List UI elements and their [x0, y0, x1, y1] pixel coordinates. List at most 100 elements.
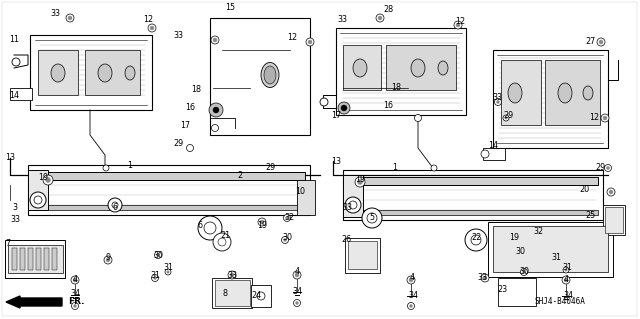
Text: 4: 4	[72, 275, 77, 284]
Circle shape	[104, 256, 112, 264]
Text: 33: 33	[50, 10, 60, 19]
Circle shape	[563, 267, 569, 273]
Circle shape	[112, 202, 118, 208]
Ellipse shape	[261, 63, 279, 87]
Circle shape	[228, 271, 236, 279]
Ellipse shape	[264, 66, 276, 84]
Polygon shape	[210, 18, 310, 135]
Circle shape	[282, 236, 289, 243]
Text: 30: 30	[153, 250, 163, 259]
Text: FR.: FR.	[68, 298, 84, 307]
Circle shape	[607, 167, 609, 169]
Text: 33: 33	[227, 271, 237, 279]
Circle shape	[308, 40, 312, 44]
Bar	[348, 241, 377, 269]
Polygon shape	[493, 50, 608, 148]
Text: 28: 28	[383, 5, 393, 14]
Text: 13: 13	[5, 153, 15, 162]
Text: 29: 29	[503, 110, 513, 120]
Bar	[215, 280, 250, 306]
Bar	[501, 60, 541, 125]
Text: 11: 11	[9, 35, 19, 44]
Circle shape	[454, 21, 462, 29]
Polygon shape	[28, 165, 310, 215]
Text: 6: 6	[198, 220, 202, 229]
Text: 31: 31	[163, 263, 173, 272]
Circle shape	[209, 103, 223, 117]
Circle shape	[258, 218, 266, 226]
Circle shape	[296, 301, 298, 305]
Circle shape	[45, 177, 51, 182]
Circle shape	[495, 99, 502, 106]
Bar	[52, 248, 57, 270]
Bar	[343, 175, 363, 217]
Text: 19: 19	[509, 234, 519, 242]
Bar	[345, 238, 380, 273]
Bar	[44, 248, 49, 270]
Circle shape	[553, 257, 559, 263]
Circle shape	[211, 36, 219, 44]
Bar	[12, 248, 17, 270]
Text: 24: 24	[251, 292, 261, 300]
Text: 22: 22	[471, 234, 481, 242]
Text: 25: 25	[585, 211, 595, 219]
Circle shape	[564, 278, 568, 282]
Text: 33: 33	[342, 204, 352, 212]
FancyArrow shape	[6, 296, 62, 308]
Circle shape	[213, 233, 231, 251]
Circle shape	[555, 259, 557, 261]
Text: 33: 33	[337, 16, 347, 25]
Text: 34: 34	[563, 292, 573, 300]
Bar	[605, 207, 623, 233]
Circle shape	[345, 197, 361, 213]
Bar	[386, 45, 456, 90]
Text: 15: 15	[225, 4, 235, 12]
Text: 18: 18	[391, 84, 401, 93]
Circle shape	[213, 107, 219, 113]
Text: 16: 16	[185, 103, 195, 113]
Text: 3: 3	[13, 204, 17, 212]
Circle shape	[68, 16, 72, 20]
Polygon shape	[343, 170, 603, 220]
Circle shape	[204, 222, 216, 234]
Text: 10: 10	[295, 188, 305, 197]
Circle shape	[74, 305, 77, 308]
Circle shape	[320, 98, 328, 106]
Ellipse shape	[51, 64, 65, 82]
Circle shape	[603, 116, 607, 120]
Bar	[5, 240, 65, 278]
Text: 33: 33	[173, 31, 183, 40]
Text: 19: 19	[38, 174, 48, 182]
Circle shape	[106, 258, 110, 262]
Circle shape	[564, 269, 567, 271]
Bar	[36, 248, 41, 270]
Circle shape	[431, 165, 437, 171]
Text: 5: 5	[369, 213, 374, 222]
Circle shape	[198, 216, 222, 240]
Ellipse shape	[558, 83, 572, 103]
Circle shape	[349, 201, 357, 209]
Bar	[251, 285, 271, 307]
Circle shape	[154, 251, 161, 258]
Circle shape	[536, 234, 540, 236]
Circle shape	[338, 102, 350, 114]
Circle shape	[186, 145, 193, 152]
Circle shape	[410, 305, 413, 308]
Text: 20: 20	[579, 186, 589, 195]
Bar	[85, 50, 140, 95]
Circle shape	[230, 273, 234, 277]
Ellipse shape	[353, 59, 367, 77]
Circle shape	[34, 196, 42, 204]
Text: 23: 23	[497, 286, 507, 294]
Ellipse shape	[411, 59, 425, 77]
Circle shape	[108, 198, 122, 212]
Circle shape	[599, 40, 603, 44]
Text: 34: 34	[408, 292, 418, 300]
Circle shape	[167, 271, 169, 273]
Circle shape	[483, 276, 487, 280]
Circle shape	[541, 250, 545, 254]
Text: 17: 17	[331, 110, 341, 120]
Text: 1: 1	[127, 161, 132, 170]
Text: 32: 32	[284, 213, 294, 222]
Circle shape	[534, 232, 541, 239]
